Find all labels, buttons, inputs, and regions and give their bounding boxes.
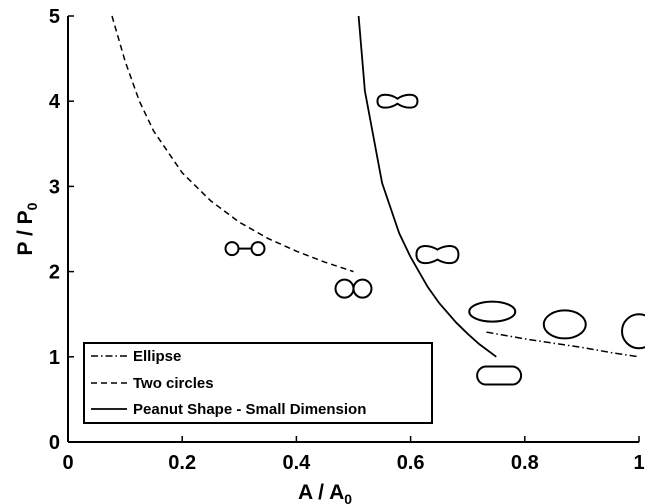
series-line-0 xyxy=(486,331,640,358)
shape-marker-two-circles-apart xyxy=(224,241,266,257)
legend-label-peanut: Peanut Shape - Small Dimension xyxy=(133,401,366,418)
y-axis-title-main: P / P xyxy=(14,210,37,255)
y-tick-label: 1 xyxy=(49,347,60,369)
shape-marker-two-circles-touching xyxy=(334,278,373,299)
x-tick-label: 1 xyxy=(633,452,644,474)
shape-marker-stadium xyxy=(476,365,523,386)
series-line-2 xyxy=(357,15,497,358)
x-axis-title: A / A0 xyxy=(298,481,352,504)
x-tick-label: 0.4 xyxy=(282,452,311,474)
x-tick-label: 0.6 xyxy=(397,452,425,474)
svg-text:A / A0: A / A0 xyxy=(298,481,352,504)
legend-box xyxy=(83,342,433,424)
y-tick-label: 4 xyxy=(49,91,61,113)
plot-area xyxy=(67,16,639,443)
x-axis-title-main: A / A xyxy=(298,481,344,504)
shape-marker-peanut-narrow xyxy=(376,93,419,109)
svg-text:P / P0: P / P0 xyxy=(14,202,40,255)
x-tick-label: 0.2 xyxy=(168,452,196,474)
y-axis-title-sub: 0 xyxy=(24,202,40,210)
x-tick-label: 0 xyxy=(62,452,73,474)
y-tick-label: 5 xyxy=(49,6,60,28)
y-tick-label: 3 xyxy=(49,176,60,198)
ticks: 0 0.2 0.4 0.6 0.8 1 0 1 2 3 4 5 xyxy=(49,6,645,474)
legend-label-two-circles: Two circles xyxy=(133,375,214,392)
legend-label-ellipse: Ellipse xyxy=(133,348,181,365)
series-group xyxy=(111,15,640,358)
y-tick-label: 2 xyxy=(49,262,60,284)
y-tick-label: 0 xyxy=(49,432,60,454)
y-axis-title: P / P0 xyxy=(14,202,40,255)
series-line-1 xyxy=(111,15,354,273)
shape-marker-peanut-wide xyxy=(415,245,460,265)
shape-marker-ellipse-elongated xyxy=(468,300,517,323)
x-tick-label: 0.8 xyxy=(511,452,539,474)
shape-marker-ellipse xyxy=(542,309,587,340)
x-axis-title-sub: 0 xyxy=(344,491,352,504)
shape-marker-circle xyxy=(621,313,645,350)
shape-markers xyxy=(224,93,645,386)
legend: Ellipse Two circles Peanut Shape - Small… xyxy=(83,342,433,424)
